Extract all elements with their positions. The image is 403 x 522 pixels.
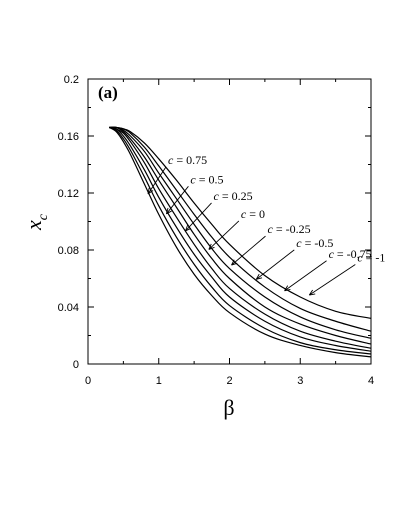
x-tick-label: 3 bbox=[297, 375, 303, 387]
curve-label-value: = 0 bbox=[246, 207, 265, 221]
curve-label-variable: c bbox=[214, 189, 220, 203]
annotation-arrow-head bbox=[231, 259, 238, 266]
curve-label-variable: c bbox=[268, 222, 274, 236]
curve-label: c = -0.75 bbox=[329, 247, 372, 261]
curve-label: c = 0 bbox=[241, 207, 265, 221]
series-line bbox=[109, 126, 372, 345]
y-tick-label: 0.04 bbox=[58, 302, 79, 314]
curve-label-variable: c bbox=[357, 251, 363, 265]
annotation-arrow-head bbox=[284, 285, 291, 292]
curve-label-variable: c bbox=[329, 247, 335, 261]
annotation-arrow-line bbox=[166, 186, 189, 215]
y-axis-title-main: x bbox=[21, 220, 46, 231]
y-tick-label: 0.2 bbox=[64, 74, 79, 86]
curve-label: c = -1 bbox=[357, 251, 385, 265]
annotation-layer: c = 0.75c = 0.5c = 0.25c = 0c = -0.25c =… bbox=[147, 153, 385, 296]
x-tick-label: 0 bbox=[85, 375, 91, 387]
curve-label: c = 0.25 bbox=[214, 189, 253, 203]
y-axis-title: xc bbox=[21, 213, 51, 231]
y-tick-label: 0.12 bbox=[58, 188, 79, 200]
curve-label-value: = -0.75 bbox=[334, 247, 372, 261]
x-tick-label: 4 bbox=[368, 375, 374, 387]
panel-label: (a) bbox=[98, 83, 118, 102]
annotation-arrow-line bbox=[147, 166, 167, 195]
curve-label: c = -0.5 bbox=[296, 236, 333, 250]
curve-label-value: = 0.25 bbox=[219, 189, 253, 203]
annotation-arrow-head bbox=[147, 187, 154, 195]
y-tick-label: 0 bbox=[73, 359, 79, 371]
annotation-arrow-head bbox=[308, 289, 316, 296]
svg-text:xc: xc bbox=[21, 213, 51, 231]
series-layer bbox=[108, 126, 372, 358]
annotation-arrow-head bbox=[165, 207, 172, 215]
series-line bbox=[108, 126, 372, 358]
curve-label-value: = 0.5 bbox=[196, 172, 224, 186]
series-line bbox=[109, 126, 372, 339]
curve-label: c = 0.75 bbox=[168, 153, 207, 167]
curve-label-variable: c bbox=[296, 236, 302, 250]
curve-label-value: = 0.75 bbox=[173, 153, 207, 167]
annotation-arrow-line bbox=[284, 260, 327, 292]
y-tick-label: 0.16 bbox=[58, 131, 79, 143]
curve-label-value: = -1 bbox=[363, 251, 386, 265]
annotation-arrow-line bbox=[208, 220, 240, 250]
annotation-arrow-line bbox=[255, 249, 295, 280]
annotation-arrow-head bbox=[208, 243, 215, 250]
series-line bbox=[109, 126, 372, 352]
curve-label: c = 0.5 bbox=[190, 172, 223, 186]
axes: 0 1 2 3 4 0 0.04 0.08 0.12 0.16 0.2 bbox=[58, 74, 374, 387]
curve-label-variable: c bbox=[168, 153, 174, 167]
series-line bbox=[109, 126, 372, 319]
x-axis-title: β bbox=[223, 395, 234, 420]
series-line bbox=[109, 126, 372, 349]
annotation-arrow-line bbox=[185, 202, 212, 232]
y-axis-title-subscript: c bbox=[36, 213, 51, 220]
annotation-arrow-line bbox=[309, 264, 356, 296]
x-tick-label: 1 bbox=[156, 375, 162, 387]
curve-label-variable: c bbox=[190, 172, 196, 186]
x-tick-label: 2 bbox=[226, 375, 232, 387]
curve-label: c = -0.25 bbox=[268, 222, 311, 236]
annotation-arrow-line bbox=[231, 235, 266, 266]
curve-label-variable: c bbox=[241, 207, 247, 221]
curve-label-value: = -0.5 bbox=[302, 236, 334, 250]
plot-frame bbox=[87, 78, 372, 365]
series-line bbox=[108, 126, 372, 355]
annotation-arrow-head bbox=[255, 273, 263, 280]
y-tick-label: 0.08 bbox=[58, 245, 79, 257]
annotation-arrow-head bbox=[185, 225, 192, 232]
curve-label-value: = -0.25 bbox=[273, 222, 311, 236]
